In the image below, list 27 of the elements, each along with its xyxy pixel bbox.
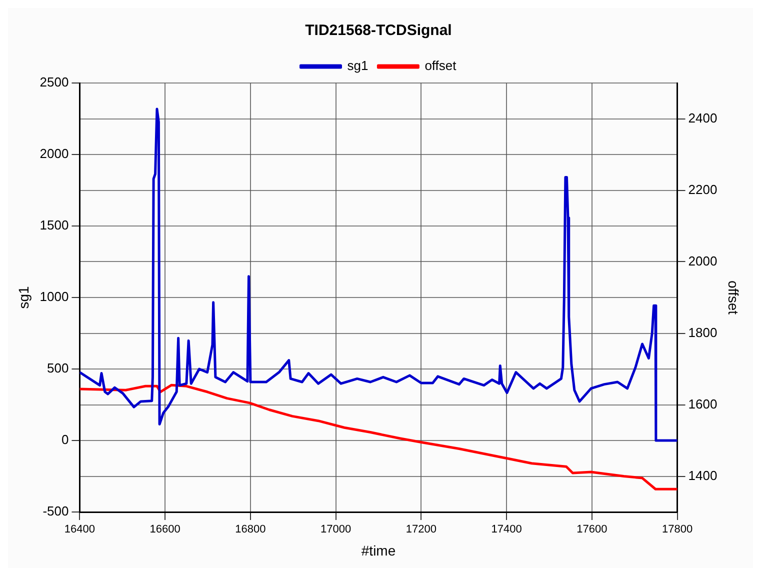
x-tick-label: 17600 [576, 524, 608, 536]
y2-tick-label: 2400 [688, 110, 718, 126]
y-tick-label: 1500 [40, 218, 69, 233]
y-tick-label: 2000 [40, 146, 69, 162]
y2-tick-label: 2200 [688, 182, 718, 197]
x-tick-label: 16800 [235, 524, 266, 536]
y-tick-label: 1000 [40, 289, 69, 304]
y2-tick-label: 2000 [688, 253, 718, 268]
x-tick-label: 16600 [150, 524, 180, 536]
x-tick-label: 16400 [64, 524, 96, 536]
y2-tick-label: 1600 [688, 396, 718, 412]
y2-tick-label: 1400 [688, 468, 718, 483]
x-tick-label: 17800 [662, 524, 693, 536]
legend-label: sg1 [347, 58, 368, 74]
y-tick-label: -500 [42, 504, 69, 519]
x-tick-label: 17400 [491, 524, 522, 536]
y-tick-label: 2500 [40, 74, 69, 90]
chart-title: TID21568-TCDSignal [305, 22, 452, 40]
x-tick-label: 17200 [406, 524, 436, 536]
y-tick-label: 0 [61, 432, 69, 448]
legend-label: offset [424, 58, 457, 74]
y2-axis-title: offset [726, 280, 742, 315]
y-axis-title: sg1 [15, 286, 32, 309]
y-tick-label: 500 [47, 360, 69, 376]
y2-tick-label: 1800 [688, 324, 718, 340]
x-tick-label: 17000 [320, 524, 352, 536]
x-axis-title: #time [361, 542, 396, 558]
